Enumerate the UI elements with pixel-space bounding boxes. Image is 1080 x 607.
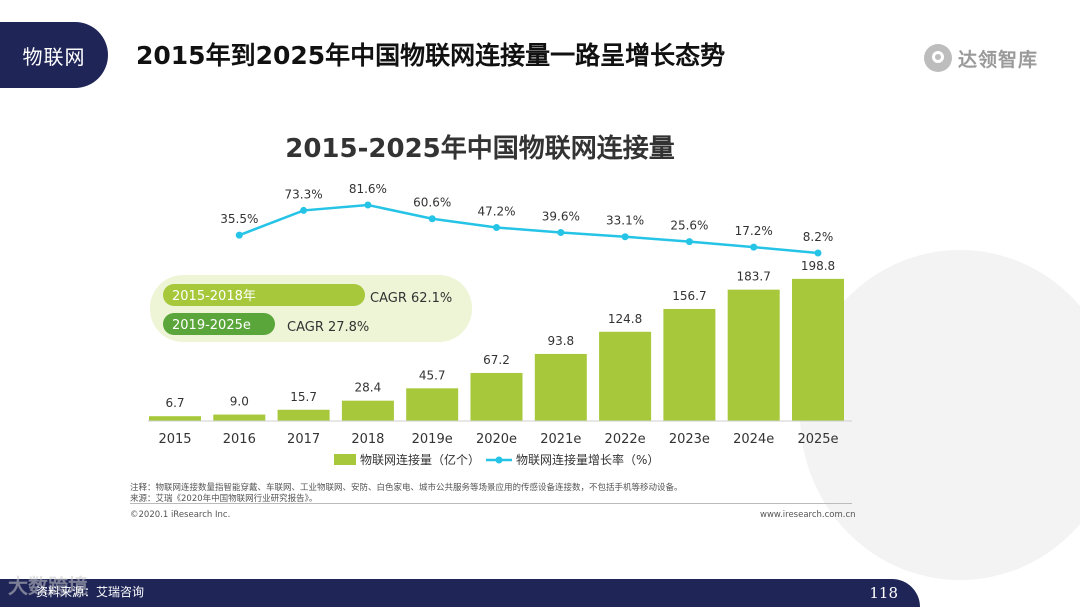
website: www.iresearch.com.cn xyxy=(760,510,856,520)
x-axis-ticks: 2015 2016 2017 2018 2019e 2020e 2021e 2022e 2023… xyxy=(158,432,838,447)
x-tick-2025e: 2025e xyxy=(797,432,838,447)
bar-label-2016: 9.0 xyxy=(230,395,249,409)
growth-point-2019e xyxy=(428,215,436,223)
page-number: 118 xyxy=(869,584,898,602)
bar-2022e xyxy=(599,331,652,421)
growth-label-2022e: 33.1% xyxy=(606,214,644,228)
x-tick-2018: 2018 xyxy=(351,432,384,447)
bar-label-2022e: 124.8 xyxy=(608,312,642,326)
cagr-pill-1 xyxy=(163,284,365,306)
legend-bar-swatch xyxy=(334,454,356,465)
footer-bar xyxy=(0,579,920,607)
bar-2024e xyxy=(727,289,780,421)
brand-logo: 达领智库 xyxy=(924,44,1038,72)
growth-point-2021e xyxy=(557,228,565,236)
growth-point-2018 xyxy=(364,201,372,209)
bar-label-2019e: 45.7 xyxy=(419,368,446,382)
growth-point-2024e xyxy=(750,243,758,251)
bar-2025e xyxy=(792,278,844,421)
bar-2016 xyxy=(213,414,266,421)
cagr-pill-2 xyxy=(163,313,275,335)
bar-label-2020e: 67.2 xyxy=(483,353,510,367)
growth-label-2025e: 8.2% xyxy=(803,230,834,244)
growth-label-2024e: 17.2% xyxy=(735,224,773,238)
cagr-value-2: CAGR 27.8% xyxy=(287,320,369,335)
chart-source: 来源：艾瑞《2020年中国物联网行业研究报告》。 xyxy=(130,494,318,504)
growth-label-2018: 81.6% xyxy=(349,182,387,196)
growth-point-2016 xyxy=(235,231,243,239)
growth-label-2023e: 25.6% xyxy=(670,219,708,233)
x-tick-2020e: 2020e xyxy=(476,432,517,447)
line-series: 35.5% 73.3% 81.6% 60.6% 47.2% 39.6% 33.1% 25.6%… xyxy=(220,182,833,257)
bar-2015 xyxy=(149,416,201,421)
bar-label-2025e: 198.8 xyxy=(801,259,835,273)
bar-label-2021e: 93.8 xyxy=(547,334,574,348)
growth-label-2021e: 39.6% xyxy=(542,209,580,223)
cagr-period-1: 2015-2018年 xyxy=(172,289,256,304)
page-title: 2015年到2025年中国物联网连接量一路呈增长态势 xyxy=(136,41,726,70)
legend-line-label: 物联网连接量增长率（%） xyxy=(516,452,659,467)
chart-title: 2015-2025年中国物联网连接量 xyxy=(285,134,675,164)
growth-point-2017 xyxy=(300,206,308,214)
logo-icon xyxy=(924,44,952,72)
footer-source: 资料来源：艾瑞咨询 xyxy=(36,585,145,599)
bar-label-2024e: 183.7 xyxy=(737,270,771,284)
bar-2019e xyxy=(406,388,459,421)
x-tick-2015: 2015 xyxy=(158,432,191,447)
growth-line xyxy=(238,203,819,255)
growth-point-2022e xyxy=(621,233,629,241)
watermark: 大数跨境 xyxy=(8,574,88,598)
growth-point-2025e xyxy=(814,249,822,257)
copyright: ©2020.1 iResearch Inc. xyxy=(130,510,231,520)
legend-line-dot xyxy=(495,456,503,464)
bar-2020e xyxy=(470,372,523,421)
x-tick-2024e: 2024e xyxy=(733,432,774,447)
bar-2018 xyxy=(341,400,394,421)
chart-note: 注释：物联网连接数量指智能穿戴、车联网、工业物联网、安防、白色家电、城市公共服务… xyxy=(130,483,683,493)
x-tick-2016: 2016 xyxy=(223,432,256,447)
cagr-period-2: 2019-2025e xyxy=(172,318,251,333)
x-tick-2017: 2017 xyxy=(287,432,320,447)
bar-label-2023e: 156.7 xyxy=(672,289,706,303)
bar-2023e xyxy=(663,308,716,421)
divider xyxy=(130,503,852,504)
cagr-value-1: CAGR 62.1% xyxy=(370,291,452,306)
bar-label-2018: 28.4 xyxy=(355,381,382,395)
x-tick-2021e: 2021e xyxy=(540,432,581,447)
logo-text: 达领智库 xyxy=(958,48,1039,71)
x-tick-2019e: 2019e xyxy=(412,432,453,447)
x-tick-2022e: 2022e xyxy=(605,432,646,447)
x-tick-2023e: 2023e xyxy=(669,432,710,447)
growth-point-2023e xyxy=(685,238,693,246)
growth-label-2017: 73.3% xyxy=(285,187,323,201)
bar-label-2017: 15.7 xyxy=(290,390,317,404)
bar-2021e xyxy=(534,353,587,421)
background-decoration xyxy=(800,250,1080,580)
legend-bar-label: 物联网连接量（亿个） xyxy=(360,452,480,467)
growth-label-2020e: 47.2% xyxy=(477,204,515,218)
cagr-panel: 2015-2018年 CAGR 62.1% 2019-2025e CAGR 27.8% xyxy=(150,275,472,342)
section-tag: 物联网 xyxy=(0,22,108,88)
growth-label-2019e: 60.6% xyxy=(413,196,451,210)
legend: 物联网连接量（亿个） 物联网连接量增长率（%） xyxy=(334,452,659,467)
bar-series: 6.7 9.0 15.7 28.4 45.7 67.2 93.8 124.8 156.7 183.… xyxy=(149,259,844,421)
growth-label-2016: 35.5% xyxy=(220,212,258,226)
growth-point-2020e xyxy=(493,223,500,231)
bar-2017 xyxy=(277,409,330,421)
bar-label-2015: 6.7 xyxy=(165,396,184,410)
